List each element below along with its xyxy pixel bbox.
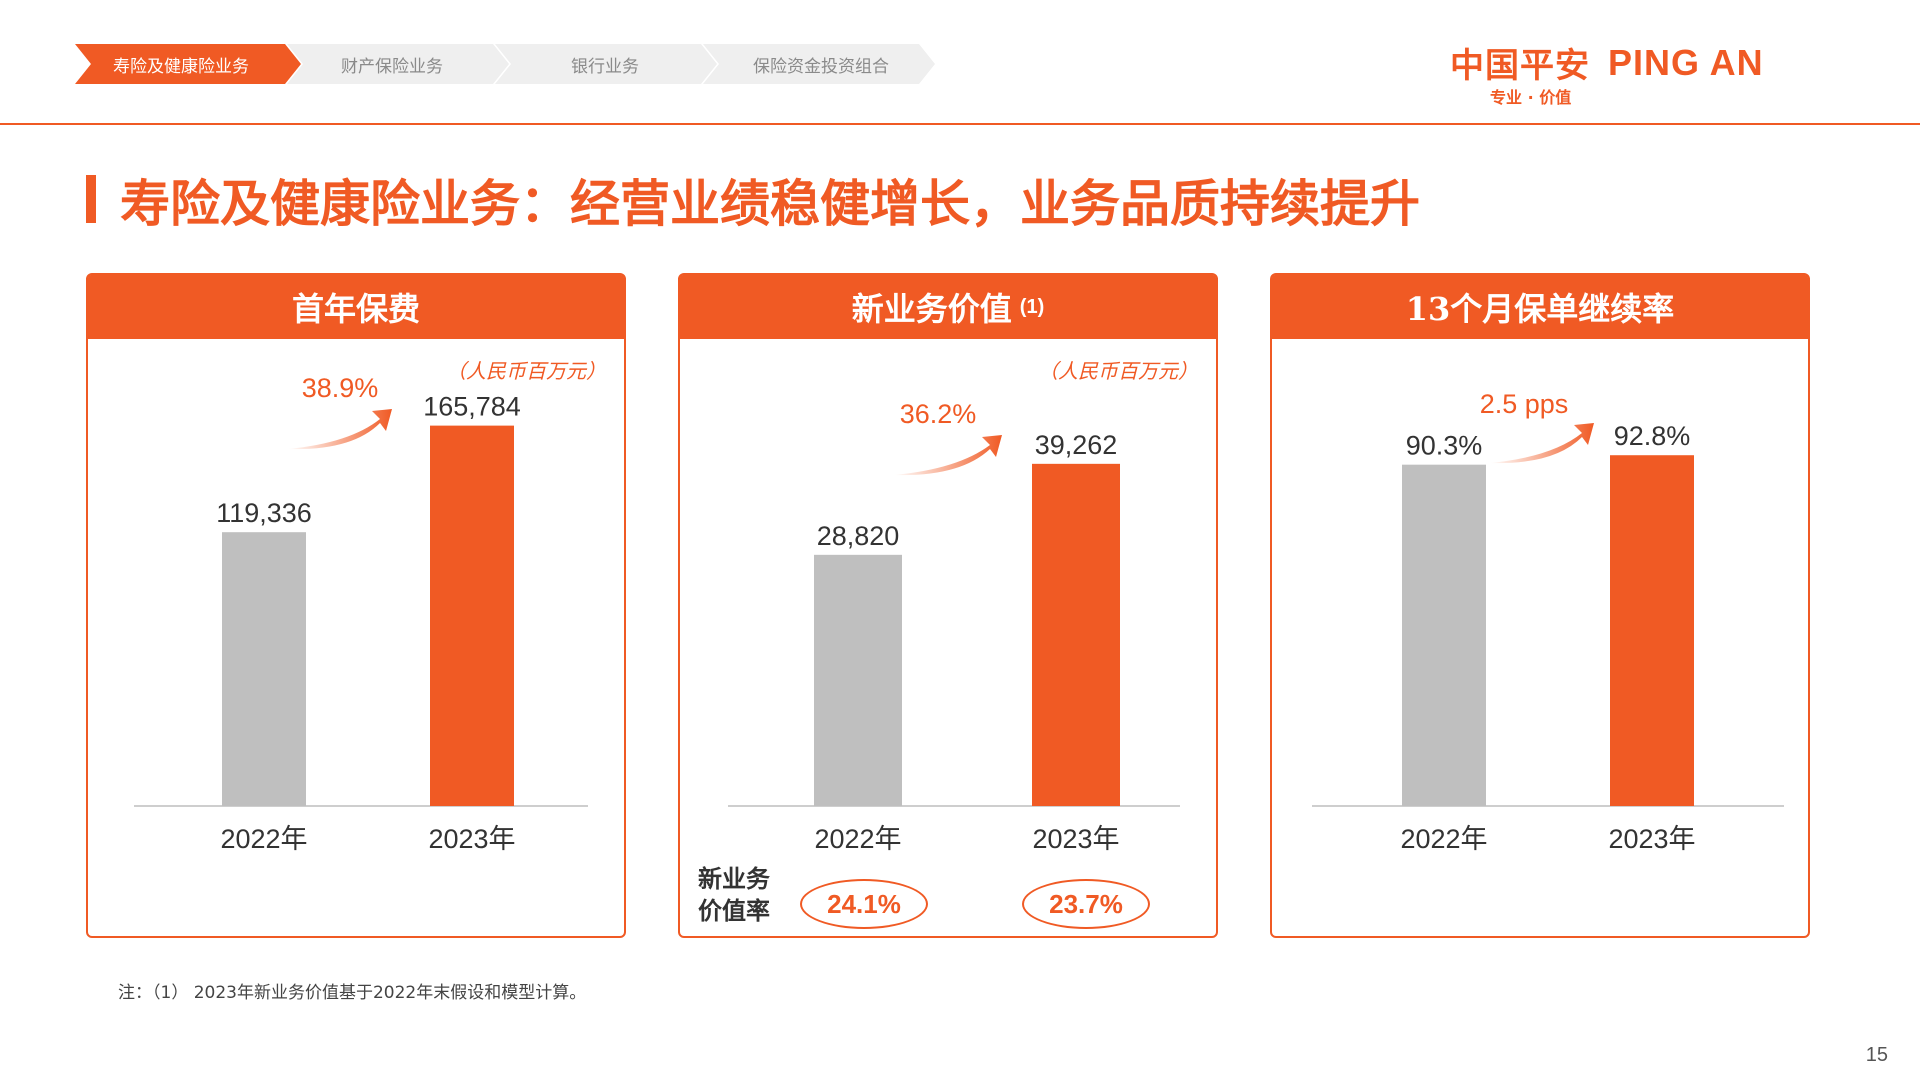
data-label: 28,820 — [817, 521, 900, 551]
chart-first-year-premium: 119,336 2022年 165,784 2023年 38.9% — [134, 373, 588, 854]
panel-heading: 13个月保单继续率 — [1272, 275, 1808, 339]
bar-2023年 — [430, 425, 514, 806]
bar-2023年 — [1032, 463, 1120, 806]
chart-13-month-persistency: 90.3% 2022年 92.8% 2023年 2.5 pps — [1312, 389, 1784, 854]
tab-banking[interactable]: 银行业务 — [495, 44, 717, 84]
data-label: 92.8% — [1614, 421, 1691, 451]
chart-new-business-value: 28,820 2022年 39,262 2023年 36.2% — [728, 399, 1180, 854]
data-label: 165,784 — [423, 392, 521, 422]
growth-arrow-icon — [894, 435, 1002, 476]
growth-label: 36.2% — [900, 399, 977, 429]
nbv-margin-2022: 24.1% — [800, 879, 928, 929]
x-tick-label: 2023年 — [1608, 824, 1695, 854]
growth-label: 2.5 pps — [1480, 389, 1569, 419]
tab-investment-portfolio[interactable]: 保险资金投资组合 — [703, 44, 935, 84]
logo-en: PING AN — [1608, 41, 1764, 83]
unit-label: （人民币百万元） — [1038, 359, 1198, 383]
section-tabs: 寿险及健康险业务 财产保险业务 银行业务 保险资金投资组合 — [75, 44, 935, 84]
bar-2023年 — [1610, 455, 1694, 806]
header-divider — [0, 123, 1920, 125]
panel-heading: 首年保费 — [88, 275, 624, 339]
nbv-margin-label: 新业务价值率 — [698, 864, 770, 925]
panel-heading-text: 首年保费 — [291, 290, 420, 328]
page-number: 15 — [1865, 1044, 1888, 1066]
tab-life-health[interactable]: 寿险及健康险业务 — [75, 44, 301, 84]
panel-heading: 新业务价值 (1) — [680, 275, 1216, 339]
x-tick-label: 2022年 — [1400, 824, 1487, 854]
footnote-ref: (1) — [1019, 295, 1045, 318]
growth-arrow-icon — [1490, 423, 1594, 464]
x-tick-label: 2023年 — [428, 824, 515, 854]
x-tick-label: 2022年 — [814, 824, 901, 854]
unit-label: （人民币百万元） — [446, 359, 606, 383]
logo-tagline: 专业 · 价值 — [1490, 88, 1572, 107]
tab-property-casualty[interactable]: 财产保险业务 — [287, 44, 509, 84]
bar-2022年 — [1402, 464, 1486, 806]
panel-first-year-premium: 首年保费 （人民币百万元） 119,336 2022年 165,784 2023年 38… — [86, 273, 626, 938]
bar-2022年 — [814, 554, 902, 806]
data-label: 90.3% — [1406, 431, 1483, 461]
growth-label: 38.9% — [302, 373, 379, 403]
nbv-margin-2023: 23.7% — [1022, 879, 1150, 929]
title-accent-bar — [86, 175, 96, 223]
pingan-logo: 中国平安 PING AN 专业 · 价值 — [1450, 38, 1810, 108]
data-label: 119,336 — [216, 498, 312, 528]
x-tick-label: 2022年 — [220, 824, 307, 854]
panel-heading-text: 13个月保单继续率 — [1405, 290, 1675, 328]
bar-2022年 — [222, 532, 306, 806]
growth-arrow-icon — [288, 409, 392, 450]
x-tick-label: 2023年 — [1032, 824, 1119, 854]
panel-13-month-persistency: 13个月保单继续率 90.3% 2022年 92.8% 2023年 2.5 pps — [1270, 273, 1810, 938]
logo-cn: 中国平安 — [1450, 46, 1590, 86]
panel-heading-text: 新业务价值 — [851, 290, 1012, 328]
page-title: 寿险及健康险业务：经营业绩稳健增长，业务品质持续提升 — [120, 174, 1420, 233]
data-label: 39,262 — [1035, 430, 1118, 460]
footnote: 注：（1） 2023年新业务价值基于2022年末假设和模型计算。 — [118, 983, 587, 1003]
panel-new-business-value: 新业务价值 (1) （人民币百万元） 28,820 2022年 39,262 2023年… — [678, 273, 1218, 938]
